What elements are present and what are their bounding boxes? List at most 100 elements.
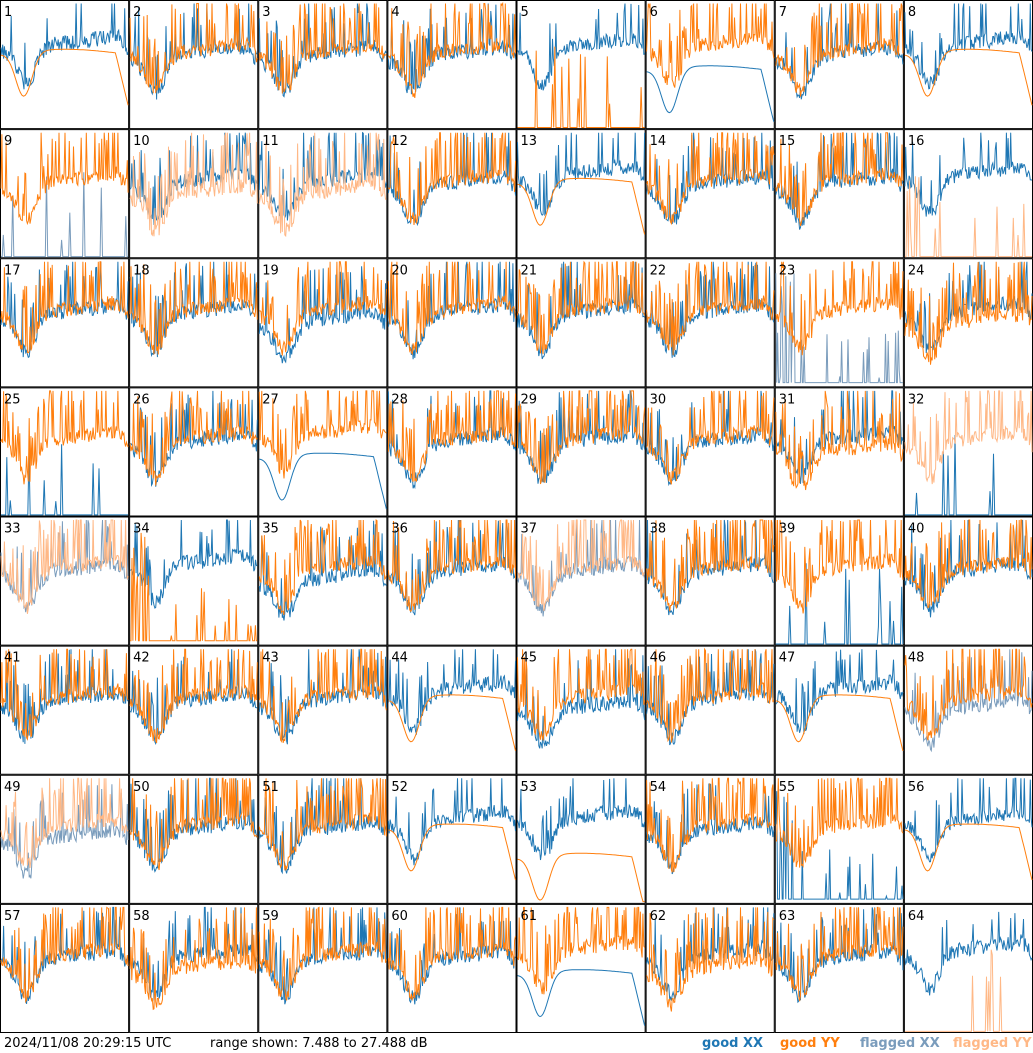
panel-53: 53 xyxy=(516,774,646,904)
panel-label: 23 xyxy=(779,263,796,278)
panel-6: 6 xyxy=(645,0,775,130)
panel-label: 51 xyxy=(262,780,279,795)
panel-39: 39 xyxy=(774,516,904,646)
panel-19: 19 xyxy=(258,258,388,388)
panel-label: 30 xyxy=(650,392,667,407)
panel-64: 64 xyxy=(903,903,1033,1033)
series-xx-flagged xyxy=(1,172,129,258)
panel-label: 3 xyxy=(262,5,270,20)
panel-28: 28 xyxy=(387,387,517,517)
series-xx-good xyxy=(646,907,775,1001)
panel-label: 34 xyxy=(133,522,150,537)
panel-4: 4 xyxy=(387,0,517,130)
series-yy-good xyxy=(129,648,258,744)
panel-1: 1 xyxy=(0,0,130,130)
series-xx-good xyxy=(387,649,516,736)
panel-frame xyxy=(516,129,646,259)
series-xx-good xyxy=(904,132,1033,217)
panel-48: 48 xyxy=(903,645,1033,775)
panel-frame xyxy=(903,0,1033,130)
panel-label: 18 xyxy=(133,263,150,278)
series-yy-good xyxy=(775,261,904,356)
panel-frame xyxy=(774,0,904,130)
panel-24: 24 xyxy=(903,258,1033,388)
series-yy-good xyxy=(129,3,258,94)
panel-label: 44 xyxy=(391,651,408,666)
panel-label: 9 xyxy=(4,134,12,149)
panel-frame xyxy=(645,516,775,646)
series-xx-good xyxy=(129,261,258,358)
series-yy-good xyxy=(129,907,258,1011)
panel-3: 3 xyxy=(258,0,388,130)
series-yy-good xyxy=(387,390,516,483)
panel-label: 25 xyxy=(4,392,21,407)
series-yy-good xyxy=(904,648,1033,741)
panel-label: 11 xyxy=(262,134,279,149)
timestamp: 2024/11/08 20:29:15 UTC xyxy=(4,1036,172,1051)
panel-40: 40 xyxy=(903,516,1033,646)
series-xx-good xyxy=(517,969,646,1026)
panel-label: 64 xyxy=(908,909,925,924)
series-yy-good xyxy=(387,261,516,356)
series-yy-flagged xyxy=(258,132,387,238)
panel-label: 42 xyxy=(133,651,150,666)
series-yy-flagged xyxy=(904,390,1033,485)
panel-42: 42 xyxy=(129,645,259,775)
series-xx-good xyxy=(130,519,258,609)
panel-frame xyxy=(0,387,130,517)
series-xx-flagged xyxy=(775,273,903,384)
series-yy-good xyxy=(258,648,387,744)
panel-2: 2 xyxy=(129,0,259,130)
series-yy-flagged xyxy=(129,132,258,237)
panel-21: 21 xyxy=(516,258,646,388)
panel-label: 21 xyxy=(521,263,538,278)
series-yy-good xyxy=(517,390,646,485)
footer-bar: 2024/11/08 20:29:15 UTC range shown: 7.4… xyxy=(0,1033,1033,1053)
panel-label: 33 xyxy=(4,522,21,537)
series-xx-good xyxy=(258,266,387,364)
series-yy-good xyxy=(904,48,1033,106)
panel-5: 5 xyxy=(516,0,646,130)
series-yy-good xyxy=(517,177,646,235)
series-xx-good xyxy=(129,390,258,488)
series-xx-good xyxy=(775,791,904,900)
panel-label: 37 xyxy=(521,522,538,537)
panel-56: 56 xyxy=(903,774,1033,904)
series-yy-good xyxy=(387,906,516,1002)
series-yy-good xyxy=(0,390,129,485)
panel-label: 7 xyxy=(779,5,787,20)
panel-61: 61 xyxy=(516,903,646,1033)
series-yy-good xyxy=(388,823,516,881)
panel-label: 55 xyxy=(779,780,796,795)
series-yy-good xyxy=(775,3,904,97)
panel-label: 43 xyxy=(262,651,279,666)
series-yy-good xyxy=(904,823,1033,881)
panel-label: 32 xyxy=(908,392,925,407)
series-xx-good xyxy=(0,906,129,1004)
series-xx-good xyxy=(517,778,646,861)
panel-label: 61 xyxy=(521,909,538,924)
panel-51: 51 xyxy=(258,774,388,904)
legend-flagged-yy: flagged YY xyxy=(953,1036,1032,1051)
series-xx-good xyxy=(517,3,646,91)
series-yy-good xyxy=(0,132,129,226)
series-xx-good xyxy=(0,3,129,90)
panel-label: 19 xyxy=(262,263,279,278)
series-yy-flagged xyxy=(904,176,1032,258)
legend-good-yy: good YY xyxy=(780,1036,840,1051)
panel-label: 24 xyxy=(908,263,925,278)
series-yy-good xyxy=(517,852,645,903)
panel-label: 38 xyxy=(650,522,667,537)
panel-label: 29 xyxy=(521,392,538,407)
series-xx-good xyxy=(387,778,516,866)
series-xx-good xyxy=(517,261,645,360)
series-yy-good xyxy=(517,46,645,128)
panel-17: 17 xyxy=(0,258,130,388)
panel-frame xyxy=(0,903,130,1033)
series-yy-flagged xyxy=(517,519,645,611)
series-xx-good xyxy=(904,434,1032,516)
series-yy-good xyxy=(646,647,775,743)
series-yy-good xyxy=(775,390,904,491)
panel-9: 9 xyxy=(0,129,130,259)
